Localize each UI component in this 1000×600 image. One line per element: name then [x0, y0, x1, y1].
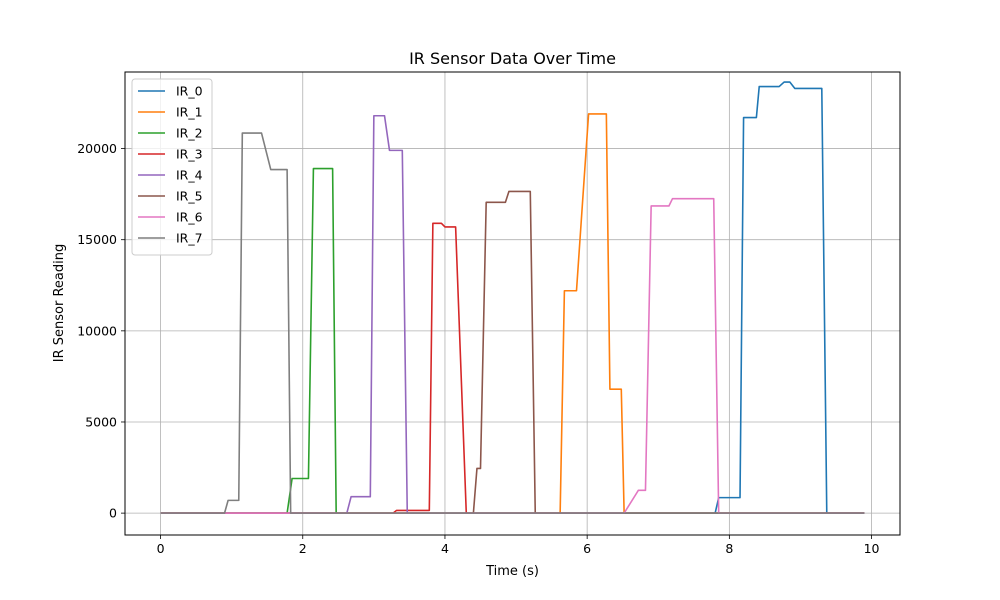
x-tick-label: 10 — [864, 541, 880, 556]
legend-label: IR_2 — [176, 126, 203, 141]
x-tick-label: 0 — [157, 541, 165, 556]
legend-label: IR_4 — [176, 168, 203, 183]
legend-label: IR_6 — [176, 210, 203, 225]
series-lines — [160, 81, 865, 514]
series-line-ir-3 — [160, 222, 865, 514]
series-line-ir-5 — [160, 190, 865, 514]
y-tick-label: 5000 — [85, 414, 117, 429]
y-tick-label: 10000 — [77, 323, 117, 338]
series-line-ir-6 — [160, 197, 865, 514]
series-line-ir-0 — [160, 81, 865, 514]
y-tick-label: 15000 — [77, 232, 117, 247]
series-line-ir-2 — [160, 167, 865, 514]
y-tick-label: 0 — [109, 506, 117, 521]
x-tick-label: 6 — [583, 541, 591, 556]
x-tick-label: 4 — [441, 541, 449, 556]
chart-title: IR Sensor Data Over Time — [409, 49, 616, 68]
legend-label: IR_1 — [176, 105, 203, 120]
legend-label: IR_7 — [176, 231, 203, 246]
legend-box — [131, 78, 213, 256]
x-axis-label: Time (s) — [485, 564, 539, 579]
legend-label: IR_3 — [176, 147, 203, 162]
y-tick-label: 20000 — [77, 141, 117, 156]
plot-frame — [124, 71, 901, 536]
legend-label: IR_0 — [176, 84, 203, 99]
series-line-ir-1 — [160, 113, 865, 514]
series-line-ir-4 — [160, 114, 865, 514]
legend-label: IR_5 — [176, 189, 203, 204]
series-line-ir-7 — [160, 132, 865, 514]
x-tick-label: 2 — [299, 541, 307, 556]
x-tick-label: 8 — [725, 541, 733, 556]
legend: IR_0 IR_1 IR_2 IR_3 IR_4 IR_5 IR_6 IR_7 — [131, 78, 213, 256]
axis-ticks: 0 2 4 6 8 10 0 5000 10000 15000 20000 — [77, 141, 879, 556]
y-axis-label: IR Sensor Reading — [52, 244, 67, 362]
